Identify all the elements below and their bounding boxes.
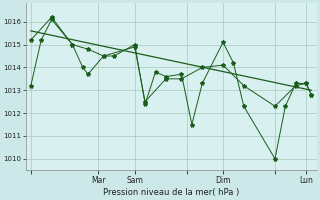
X-axis label: Pression niveau de la mer( hPa ): Pression niveau de la mer( hPa ) bbox=[103, 188, 239, 197]
